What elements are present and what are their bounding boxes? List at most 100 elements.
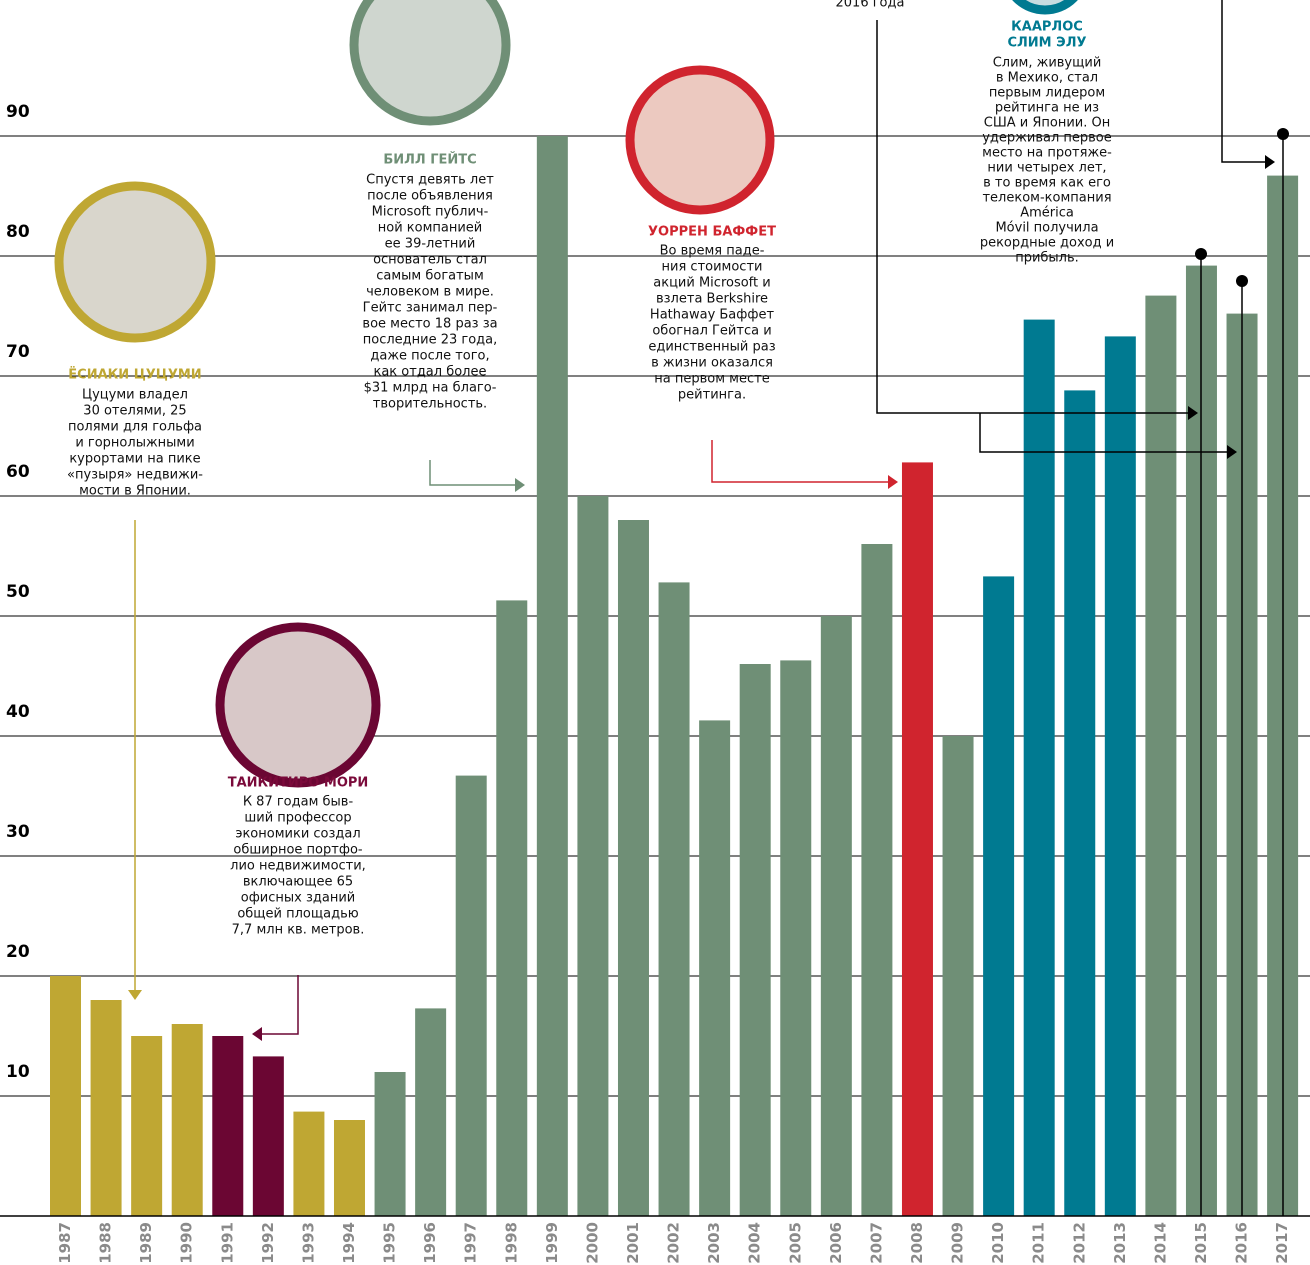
leader [712,440,888,482]
x-tick-label: 2001 [624,1222,642,1264]
leader [262,975,298,1034]
x-tick-label: 2015 [1192,1222,1210,1264]
annotation-text: в то время как его [983,176,1111,191]
bar [659,582,690,1216]
x-tick-label: 2009 [949,1222,967,1264]
y-tick-label: 60 [6,462,30,482]
annotation-text: Слим, живущий [993,56,1102,71]
annotation-text: Цуцуми владел [82,388,188,403]
bar [780,660,811,1216]
bar [375,1072,406,1216]
annotation-text: единственный раз [648,340,775,355]
annotation-text: ее 39-летний [385,237,476,252]
y-tick-label: 50 [6,582,30,602]
annotation-title: СЛИМ ЭЛУ [1007,36,1086,51]
annotation-text: прибыль. [1015,251,1079,266]
y-tick-label: 90 [6,102,30,122]
annotation-text: телеком-компания [982,191,1111,206]
marker-dot [1236,275,1248,287]
leader [1222,0,1265,162]
arrow [515,478,525,492]
x-tick-label: 1992 [259,1222,277,1264]
annotation-text: самым богатым [376,269,484,284]
annotation-text: первым лидером [989,86,1105,101]
annotation-text: Во время паде- [660,244,765,259]
bar [172,1024,203,1216]
bar [1105,336,1136,1216]
annotation-text: 7,7 млн кв. метров. [232,923,365,938]
bar [1064,390,1095,1216]
annotation-text: мости в Японии. [79,484,191,499]
bar [496,600,527,1216]
portrait [1005,0,1085,10]
portrait [59,186,211,338]
annotation-text: 2016 года [836,0,905,11]
x-tick-label: 1996 [421,1222,439,1264]
x-tick-label: 2011 [1030,1222,1048,1264]
annotation-text: ния стоимости [662,260,763,275]
bar [983,576,1014,1216]
annotation-text: 30 отелями, 25 [83,404,186,419]
x-tick-label: 1988 [97,1222,115,1264]
annotation-text: К 87 годам быв- [243,795,354,810]
annotation-text: «пузыря» недвижи- [67,468,203,483]
annotation-title: БИЛЛ ГЕЙТС [383,152,476,168]
annotation-text: $31 млрд на благо- [364,381,497,396]
bar [415,1008,446,1216]
bar [293,1112,324,1216]
marker-dot [1195,248,1207,260]
x-tick-label: 2008 [908,1222,926,1264]
annotation-text: после объявления [367,189,493,204]
y-tick-label: 30 [6,822,30,842]
bar [253,1056,284,1216]
arrow [252,1027,262,1041]
x-tick-label: 1993 [299,1222,317,1264]
annotation-text: рейтинга не из [995,101,1099,116]
annotation-text: основатель стал [373,253,487,268]
marker-dot [1277,128,1289,140]
annotation-title: УОРРЕН БАФФЕТ [648,225,776,240]
x-tick-label: 2005 [786,1222,804,1264]
annotation-text: рекордные доход и [980,236,1114,251]
y-tick-label: 40 [6,702,30,722]
x-tick-label: 2002 [665,1222,683,1264]
x-tick-label: 2010 [989,1222,1007,1264]
x-tick-label: 1989 [137,1222,155,1264]
x-tick-label: 1999 [543,1222,561,1264]
leader [430,460,515,485]
x-tick-label: 1987 [56,1222,74,1264]
annotation-text: ший профессор [244,811,351,826]
bar [699,720,730,1216]
x-tick-label: 1998 [502,1222,520,1264]
x-tick-label: 1994 [340,1222,358,1264]
y-tick-label: 10 [6,1062,30,1082]
annotation-text: ной компанией [378,221,483,236]
annotation-text: даже после того, [370,349,489,364]
bar [50,976,81,1216]
annotation-text: нии четырех лет, [987,161,1106,176]
annotation-text: США и Японии. Он [984,116,1110,131]
bar [740,664,771,1216]
bar [943,736,974,1216]
bar [821,616,852,1216]
bar [618,520,649,1216]
annotation-text: акций Microsoft и [653,276,770,291]
x-tick-label: 2012 [1070,1222,1088,1264]
x-tick-label: 2007 [867,1222,885,1264]
annotation-text: рейтинга. [678,388,746,403]
annotation-text: удерживал первое [982,131,1112,146]
annotation-text: Спустя девять лет [366,173,494,188]
annotation-text: офисных зданий [241,891,356,906]
annotation-text: и горнолыжными [75,436,194,451]
x-tick-label: 2006 [827,1222,845,1264]
x-tick-label: 2004 [746,1222,764,1264]
annotation-text: в Мехико, стал [996,71,1098,86]
annotation-text: включающее 65 [243,875,353,890]
bar [861,544,892,1216]
bar [212,1036,243,1216]
arrow [1265,155,1275,169]
chart: 102030405060708090 198719881989199019911… [0,0,1310,1265]
x-tick-label: 2014 [1151,1222,1169,1264]
portrait [630,70,770,210]
arrow [888,475,898,489]
